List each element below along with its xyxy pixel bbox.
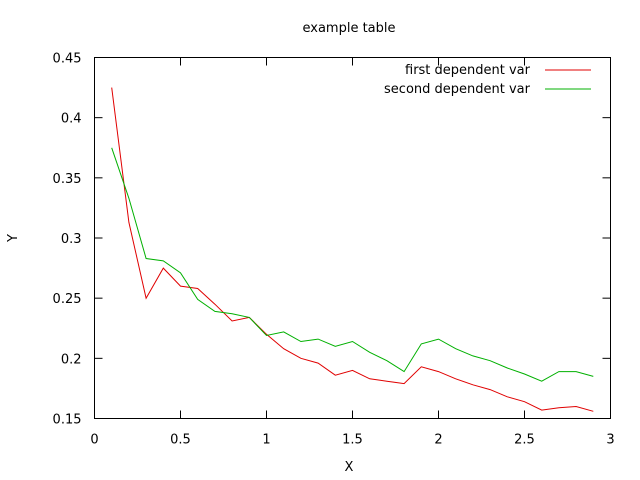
axis-ticks — [94, 57, 611, 419]
y-tick-label: 0.45 — [53, 52, 82, 67]
series-line-2 — [111, 147, 594, 382]
y-tick-label: 0.25 — [53, 292, 82, 307]
y-tick-label: 0.4 — [61, 112, 82, 127]
x-axis-label: X — [345, 460, 354, 475]
y-tick-label: 0.2 — [61, 352, 82, 367]
x-tick-labels: 0 0.5 1 1.5 2 2.5 3 — [90, 433, 614, 448]
y-axis-label: Y — [6, 234, 21, 243]
y-tick-label: 0.15 — [53, 413, 82, 428]
legend: first dependent var second dependent var — [384, 63, 591, 97]
chart-title: example table — [302, 21, 395, 36]
x-tick-label: 1.5 — [342, 433, 363, 448]
x-tick-label: 2.5 — [514, 433, 535, 448]
x-tick-label: 0.5 — [170, 433, 191, 448]
legend-label-1: first dependent var — [405, 63, 531, 78]
x-tick-label: 3 — [606, 433, 614, 448]
plot-frame — [94, 57, 611, 419]
series-line-1 — [111, 87, 594, 412]
y-tick-label: 0.35 — [53, 172, 82, 187]
legend-label-2: second dependent var — [384, 82, 531, 97]
x-tick-label: 0 — [90, 433, 98, 448]
x-tick-label: 1 — [262, 433, 270, 448]
series-lines — [111, 87, 594, 412]
y-tick-label: 0.3 — [61, 232, 82, 247]
y-tick-labels: 0.15 0.2 0.25 0.3 0.35 0.4 0.45 — [53, 52, 82, 428]
x-tick-label: 2 — [434, 433, 442, 448]
